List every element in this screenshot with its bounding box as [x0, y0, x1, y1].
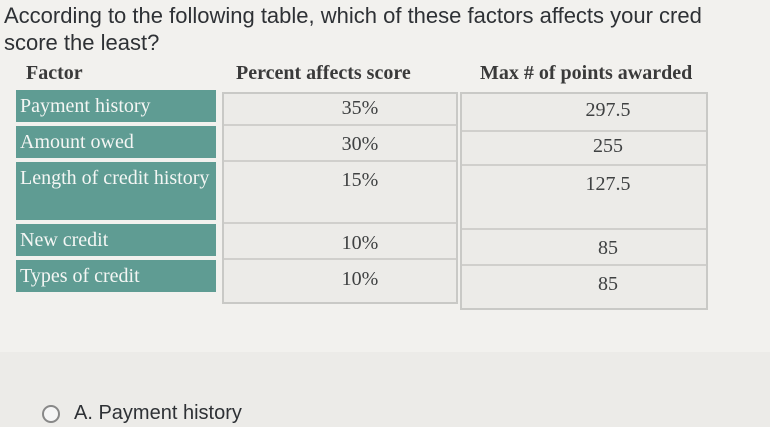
percent-value-amount-owed: 30%	[341, 133, 379, 155]
header-percent: Percent affects score	[236, 62, 411, 84]
factor-cell-amount-owed: Amount owed	[16, 126, 216, 158]
factor-cell-types-of-credit: Types of credit	[16, 260, 216, 292]
radio-button-icon[interactable]	[42, 404, 60, 423]
percent-value-payment-history: 35%	[341, 97, 379, 119]
row-divider	[224, 160, 456, 162]
question-line-1: According to the following table, which …	[4, 3, 702, 28]
percent-column	[222, 92, 458, 304]
factor-cell-new-credit: New credit	[16, 224, 216, 256]
row-divider	[224, 222, 456, 224]
row-divider	[462, 228, 706, 230]
header-factor: Factor	[26, 62, 83, 84]
points-column	[460, 92, 708, 310]
points-value-length-of-credit: 127.5	[585, 173, 631, 195]
points-value-amount-owed: 255	[593, 135, 623, 157]
points-value-types-of-credit: 85	[598, 273, 618, 295]
row-divider	[224, 124, 456, 126]
row-divider	[462, 130, 706, 132]
question-text: According to the following table, which …	[4, 2, 770, 56]
row-divider	[224, 258, 456, 260]
question-line-2: score the least?	[4, 30, 160, 55]
factor-cell-payment-history: Payment history	[16, 90, 216, 122]
percent-value-new-credit: 10%	[341, 232, 379, 254]
row-divider	[462, 264, 706, 266]
percent-value-types-of-credit: 10%	[341, 268, 379, 290]
points-value-new-credit: 85	[598, 237, 618, 259]
answer-area	[0, 352, 770, 427]
percent-value-length-of-credit: 15%	[341, 169, 379, 191]
row-divider	[462, 164, 706, 166]
option-a[interactable]: A. Payment history	[42, 402, 242, 425]
points-value-payment-history: 297.5	[585, 99, 631, 121]
factor-cell-length-of-credit: Length of credit history	[16, 162, 216, 220]
header-points: Max # of points awarded	[480, 62, 693, 84]
option-a-label: Payment history	[98, 402, 242, 424]
option-a-letter: A.	[74, 402, 93, 424]
